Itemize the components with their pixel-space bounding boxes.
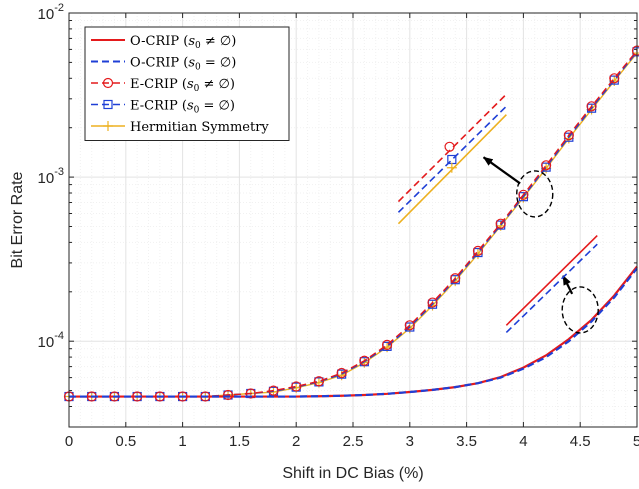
data-point [541, 160, 552, 171]
zoom-arrow [482, 156, 521, 185]
x-tick-label: 2 [292, 433, 300, 450]
data-point [472, 245, 484, 257]
legend-label-rest: ≠ ∅) [201, 34, 237, 49]
data-point [450, 273, 461, 284]
legend: O-CRIP (s0 ≠ ∅)O-CRIP (s0 = ∅)E-CRIP (s0… [84, 26, 290, 141]
x-tick-label: 4.5 [570, 433, 591, 450]
y-tick-exponent: -4 [54, 330, 64, 342]
zoom-annotation-1 [505, 235, 599, 334]
legend-label-subscript: 0 [194, 106, 200, 116]
y-tick-exponent: -2 [54, 2, 64, 14]
legend-label: O-CRIP (s0 ≠ ∅) [130, 34, 236, 51]
inset-line [397, 105, 507, 213]
legend-box [84, 26, 290, 141]
legend-label-rest: = ∅) [201, 56, 237, 71]
zoom-annotation-0 [397, 93, 554, 225]
data-point [427, 297, 438, 308]
data-point [245, 388, 256, 399]
legend-label-main: O-CRIP ( [130, 34, 188, 49]
x-tick-label: 3 [406, 433, 414, 450]
legend-label-symbol: s [188, 34, 195, 49]
series-layer [63, 45, 639, 402]
x-tick-label: 1 [178, 433, 186, 450]
series-line [69, 267, 638, 398]
legend-entry-3: E-CRIP (s0 = ∅) [91, 99, 235, 116]
inset-line [505, 243, 598, 334]
legend-label: O-CRIP (s0 = ∅) [130, 56, 236, 73]
data-point [609, 73, 620, 84]
x-tick-label: 0 [65, 433, 73, 450]
x-tick-label: 4 [519, 433, 527, 450]
legend-entry-2: E-CRIP (s0 ≠ ∅) [91, 77, 235, 94]
x-axis-label: Shift in DC Bias (%) [282, 465, 423, 482]
zoom-ellipse [561, 286, 599, 334]
data-point [518, 189, 529, 200]
data-point [268, 385, 279, 396]
x-tick-label: 0.5 [115, 433, 136, 450]
legend-label-main: O-CRIP ( [130, 56, 188, 71]
y-axis-label: Bit Error Rate [9, 171, 26, 268]
legend-label-symbol: s [187, 77, 194, 92]
legend-label-subscript: 0 [195, 63, 201, 73]
data-point [495, 218, 506, 229]
x-tick-label: 3.5 [456, 433, 477, 450]
legend-label-main: E-CRIP ( [130, 99, 187, 114]
ticks: 0 0.5 1 1.5 2 2.5 3 3.5 4 4.5 510-410-310-2 [38, 2, 639, 450]
y-tick-label: 10-2 [38, 2, 64, 23]
y-tick-base: 10 [38, 334, 55, 351]
legend-swatch-marker [103, 99, 113, 110]
legend-label-main: E-CRIP ( [130, 77, 187, 92]
legend-swatch-marker [102, 77, 114, 89]
inset-line [505, 235, 598, 326]
data-point [381, 339, 393, 350]
legend-label: E-CRIP (s0 ≠ ∅) [130, 77, 235, 94]
legend-label-rest: ≠ ∅) [199, 77, 235, 92]
zoom-ellipse [516, 170, 554, 218]
y-tick-base: 10 [38, 6, 55, 23]
legend-entry-0: O-CRIP (s0 ≠ ∅) [91, 34, 236, 51]
legend-label-rest: = ∅) [199, 99, 235, 114]
y-tick-base: 10 [38, 170, 55, 187]
data-point [359, 355, 370, 366]
data-point [586, 101, 597, 112]
y-tick-exponent: -3 [54, 166, 64, 178]
data-point [222, 389, 234, 401]
data-point [291, 381, 302, 392]
data-point [313, 376, 325, 387]
y-tick-label: 10-4 [38, 330, 64, 351]
legend-label-subscript: 0 [194, 84, 200, 94]
data-point [563, 130, 574, 141]
data-point [404, 320, 415, 331]
data-point [336, 367, 347, 379]
legend-label-symbol: s [187, 99, 194, 114]
legend-swatch-marker [103, 121, 113, 131]
legend-entry-4: Hermitian Symmetry [91, 120, 269, 135]
legend-label: Hermitian Symmetry [130, 120, 269, 135]
inset-marker [446, 162, 457, 173]
y-tick-label: 10-3 [38, 166, 64, 187]
series-1 [69, 267, 638, 398]
legend-label-subscript: 0 [195, 41, 201, 51]
legend-label-main: Hermitian Symmetry [130, 120, 269, 135]
inset-marker [444, 141, 455, 152]
x-tick-label: 1.5 [229, 433, 250, 450]
inset-line [397, 93, 507, 203]
legend-label-symbol: s [188, 56, 195, 71]
legend-label: E-CRIP (s0 = ∅) [130, 99, 235, 116]
zoom-arrow [562, 275, 574, 295]
zoom-annotations [397, 93, 599, 334]
legend-entry-1: O-CRIP (s0 = ∅) [91, 56, 236, 73]
x-tick-label: 5 [633, 433, 639, 450]
x-tick-label: 2.5 [343, 433, 364, 450]
